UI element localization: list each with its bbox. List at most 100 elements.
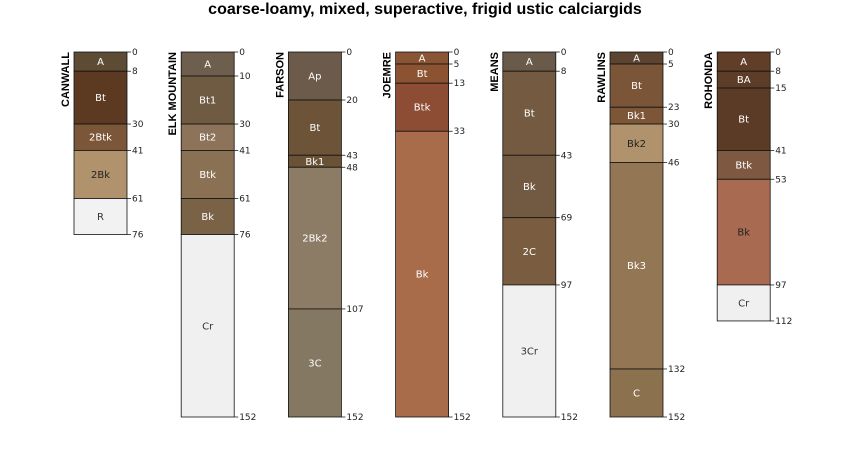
depth-label: 76 — [239, 231, 251, 241]
depth-label: 0 — [132, 48, 138, 58]
horizon-block — [716, 178, 771, 286]
horizon-label: Bt — [524, 109, 535, 120]
horizon-label: Bk — [201, 212, 214, 223]
horizon-label: Bk1 — [305, 157, 324, 168]
depth-label: 0 — [239, 48, 245, 58]
horizon-label: 3C — [308, 358, 321, 369]
depth-label: 97 — [775, 281, 786, 291]
profile-name: ROHONDA — [703, 52, 715, 109]
profile-name: FARSON — [274, 52, 286, 98]
chart-title: coarse-loamy, mixed, superactive, frigid… — [208, 1, 642, 18]
horizon-label: Btk — [735, 160, 752, 171]
horizon-label: Cr — [738, 298, 750, 309]
horizon-label: Bt2 — [199, 133, 216, 144]
profile-joemre: A Bt Btk Bk 0 5 13 33 152 JOEMRE — [382, 48, 471, 423]
depth-label: 41 — [239, 146, 250, 156]
depth-label: 13 — [454, 79, 465, 89]
horizon-label: A — [526, 57, 533, 68]
horizon-block — [502, 70, 557, 156]
depth-label: 0 — [668, 48, 674, 58]
profile-name: RAWLINS — [596, 52, 608, 103]
depth-label: 107 — [346, 305, 363, 315]
depth-label: 152 — [668, 413, 685, 423]
depth-label: 152 — [239, 413, 256, 423]
horizon-label: Bt — [417, 69, 428, 80]
horizon-label: Bk — [523, 182, 536, 193]
profile-means: A Bt Bk 2C 3Cr 0 8 43 69 97 152 MEANS — [489, 48, 578, 423]
horizon-block — [502, 217, 557, 286]
horizon-block — [395, 130, 450, 418]
horizon-block — [287, 308, 342, 418]
depth-label: 46 — [668, 158, 680, 168]
horizon-block — [180, 150, 235, 199]
depth-label: 112 — [775, 317, 792, 327]
depth-label: 43 — [561, 151, 572, 161]
horizon-label: R — [97, 212, 104, 223]
horizon-label: Btk — [199, 170, 216, 181]
horizon-label: Cr — [202, 321, 214, 332]
horizon-label: 2Bk2 — [302, 234, 327, 245]
horizon-block — [716, 87, 771, 151]
profile-name: MEANS — [489, 52, 501, 92]
depth-label: 8 — [132, 67, 138, 77]
horizon-block — [73, 198, 128, 235]
horizon-label: A — [419, 54, 426, 65]
horizon-label: Bk3 — [627, 261, 646, 272]
depth-label: 97 — [561, 281, 572, 291]
horizon-label: Ap — [308, 72, 321, 83]
horizon-block — [502, 154, 557, 219]
depth-label: 0 — [775, 48, 781, 58]
horizon-label: A — [740, 57, 747, 68]
profile-elk-mountain: A Bt1 Bt2 Btk Bk Cr 0 10 30 41 61 76 152 ELK MOUNTAIN — [167, 48, 256, 423]
horizon-label: Btk — [414, 103, 431, 114]
horizon-block — [502, 284, 557, 418]
depth-label: 0 — [561, 48, 567, 58]
horizon-label: Bk2 — [627, 139, 646, 150]
depth-label: 23 — [668, 103, 679, 113]
depth-label: 61 — [239, 194, 250, 204]
horizon-label: Bt — [95, 93, 106, 104]
horizon-label: Bt — [631, 81, 642, 92]
horizon-block — [180, 51, 235, 77]
horizon-label: Bk1 — [627, 111, 646, 122]
horizon-block — [180, 198, 235, 235]
depth-label: 33 — [454, 127, 465, 137]
profile-rawlins: A Bt Bk1 Bk2 Bk3 C 0 5 23 30 46 132 152 RAWLINS — [596, 48, 685, 423]
horizon-label: BA — [737, 75, 751, 86]
horizon-block — [716, 284, 771, 322]
depth-label: 132 — [668, 365, 685, 375]
depth-label: 5 — [454, 60, 460, 70]
depth-label: 61 — [132, 194, 143, 204]
horizon-block — [73, 123, 128, 151]
horizon-label: 3Cr — [521, 346, 539, 357]
depth-label: 30 — [239, 120, 251, 130]
horizon-block — [180, 234, 235, 418]
horizon-label: Bt — [310, 123, 321, 134]
horizon-label: Bt1 — [199, 96, 216, 107]
horizon-block — [716, 150, 771, 180]
depth-label: 76 — [132, 231, 144, 241]
profile-rohonda: A BA Bt Btk Bk Cr 0 8 15 41 53 97 112 ROHONDA — [703, 48, 792, 327]
depth-label: 152 — [561, 413, 578, 423]
horizon-label: Bt — [738, 115, 749, 126]
depth-label: 0 — [454, 48, 460, 58]
horizon-label: A — [204, 60, 211, 71]
horizon-label: C — [633, 388, 640, 399]
horizon-block — [395, 82, 450, 132]
horizon-block — [609, 368, 664, 418]
horizon-block — [287, 99, 342, 156]
horizon-label: 2C — [523, 247, 536, 258]
depth-label: 10 — [239, 72, 251, 82]
depth-label: 43 — [346, 151, 357, 161]
depth-label: 8 — [561, 67, 567, 77]
horizon-label: A — [633, 54, 640, 65]
depth-label: 48 — [346, 163, 358, 173]
horizon-label: A — [97, 57, 104, 68]
horizon-block — [287, 51, 342, 101]
depth-label: 0 — [346, 48, 352, 58]
profile-farson: Ap Bt Bk1 2Bk2 3C 0 20 43 48 107 152 FARSON — [274, 48, 363, 423]
depth-label: 69 — [561, 214, 573, 224]
horizon-block — [73, 70, 128, 125]
depth-label: 5 — [668, 60, 674, 70]
